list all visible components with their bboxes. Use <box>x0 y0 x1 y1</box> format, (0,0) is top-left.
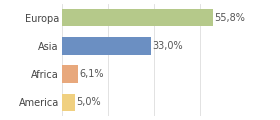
Bar <box>62 37 151 55</box>
Text: 33,0%: 33,0% <box>153 41 183 51</box>
Bar <box>62 94 75 111</box>
Text: 6,1%: 6,1% <box>80 69 104 79</box>
Text: 5,0%: 5,0% <box>76 97 101 108</box>
Text: 55,8%: 55,8% <box>214 12 246 23</box>
Bar <box>62 65 78 83</box>
Bar <box>62 9 213 26</box>
